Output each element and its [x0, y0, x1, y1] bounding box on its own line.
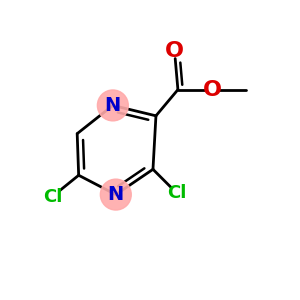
Text: Cl: Cl [43, 188, 63, 206]
Circle shape [100, 179, 131, 210]
Text: N: N [108, 185, 124, 204]
Text: Cl: Cl [167, 184, 187, 202]
Text: O: O [165, 41, 184, 61]
Circle shape [98, 90, 128, 121]
Text: N: N [105, 96, 121, 115]
Text: O: O [202, 80, 222, 100]
